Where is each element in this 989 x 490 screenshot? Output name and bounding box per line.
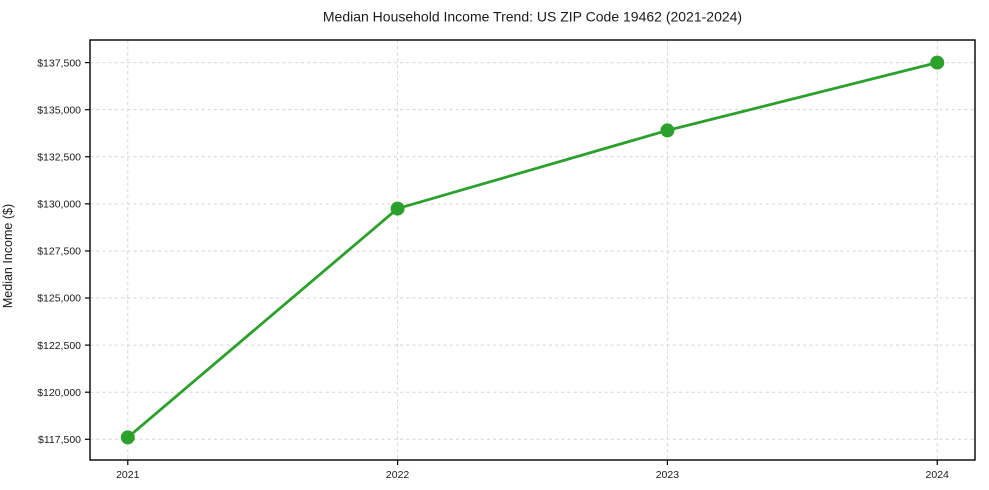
x-tick-label: 2022 bbox=[386, 469, 410, 481]
trend-line bbox=[126, 61, 939, 439]
x-tick-label: 2023 bbox=[656, 469, 680, 481]
data-point-marker bbox=[390, 201, 405, 216]
data-point-marker bbox=[930, 55, 945, 70]
plot-frame bbox=[89, 39, 976, 461]
y-tick-label: $122,500 bbox=[37, 340, 81, 352]
y-tick-label: $137,500 bbox=[37, 57, 81, 69]
y-axis-label: Median Income ($) bbox=[1, 204, 15, 308]
data-point-marker bbox=[660, 123, 675, 138]
y-tick-label: $117,500 bbox=[38, 434, 81, 446]
y-tick-label: $130,000 bbox=[37, 199, 81, 211]
chart-title: Median Household Income Trend: US ZIP Co… bbox=[323, 9, 742, 25]
y-tick-label: $132,500 bbox=[37, 151, 81, 163]
x-tick-label: 2024 bbox=[926, 469, 950, 481]
y-tick-label: $135,000 bbox=[37, 104, 81, 116]
x-tick-label: 2021 bbox=[116, 469, 140, 481]
data-point-marker bbox=[120, 430, 135, 445]
y-tick-label: $127,500 bbox=[37, 246, 81, 258]
y-tick-label: $120,000 bbox=[37, 387, 81, 399]
y-tick-label: $125,000 bbox=[37, 293, 81, 305]
